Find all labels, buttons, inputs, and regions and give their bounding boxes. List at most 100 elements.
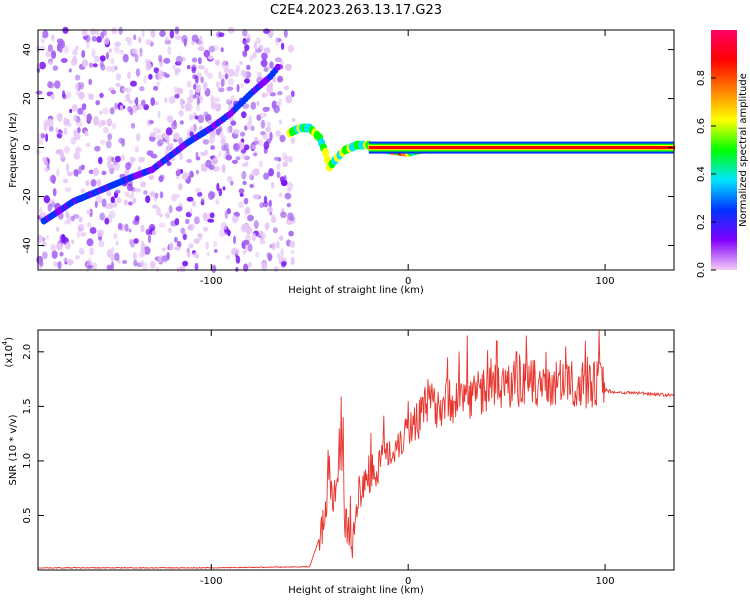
- noise-cell: [89, 247, 95, 256]
- colorbar-gradient: [711, 30, 737, 270]
- noise-cell: [203, 49, 210, 58]
- noise-cell: [63, 45, 70, 54]
- noise-cell: [266, 252, 271, 258]
- noise-cell: [41, 133, 45, 139]
- noise-cell: [76, 83, 80, 90]
- noise-cell: [60, 58, 68, 63]
- noise-cell: [193, 123, 197, 132]
- noise-cell: [114, 155, 121, 163]
- noise-cell: [179, 120, 184, 125]
- noise-cell: [206, 251, 210, 257]
- noise-cell: [269, 131, 273, 141]
- noise-cell: [66, 91, 72, 99]
- noise-cell: [257, 139, 263, 147]
- noise-cell: [100, 64, 106, 71]
- noise-cell: [194, 115, 199, 120]
- noise-cell: [130, 122, 136, 129]
- noise-cell: [149, 260, 156, 269]
- noise-cell: [70, 137, 77, 145]
- noise-cell: [69, 108, 73, 114]
- noise-cell: [70, 215, 75, 222]
- noise-cell: [195, 187, 201, 193]
- x-tick-label: 0: [405, 276, 411, 287]
- noise-cell: [132, 252, 137, 261]
- colorbar-tick-label: 0.8: [696, 70, 707, 86]
- noise-cell: [193, 112, 197, 117]
- noise-cell: [177, 137, 184, 145]
- noise-cell: [67, 217, 71, 225]
- noise-cell: [157, 139, 164, 147]
- noise-cell: [129, 156, 136, 162]
- noise-cell: [200, 76, 205, 84]
- spectrogram-x-axis: -100 0 100: [200, 30, 615, 287]
- noise-cell: [81, 50, 86, 58]
- noise-cell: [281, 261, 287, 266]
- noise-cell: [248, 174, 253, 179]
- noise-cell: [169, 29, 175, 39]
- noise-cell: [193, 238, 200, 245]
- noise-cell: [167, 46, 172, 55]
- noise-cell: [88, 169, 94, 174]
- noise-cell: [148, 234, 151, 244]
- noise-cell: [114, 102, 118, 110]
- noise-cell: [133, 238, 139, 244]
- y-tick-label: 40: [22, 43, 33, 56]
- noise-cell: [230, 120, 237, 126]
- noise-cell: [187, 95, 194, 104]
- noise-cell: [270, 181, 275, 189]
- noise-cell: [149, 132, 156, 138]
- noise-cell: [154, 101, 159, 106]
- noise-cell: [285, 95, 293, 104]
- y-tick-label: -20: [22, 188, 33, 204]
- noise-cell: [45, 235, 50, 240]
- noise-cell: [51, 250, 58, 259]
- noise-cell: [186, 196, 194, 202]
- snr-x-axis: -100 0 100: [200, 330, 615, 587]
- noise-cell: [77, 127, 81, 134]
- noise-cell: [207, 218, 215, 223]
- noise-cell: [60, 149, 64, 157]
- noise-cell: [210, 95, 215, 103]
- noise-cell: [157, 128, 161, 134]
- noise-cell: [197, 46, 205, 52]
- noise-cell: [52, 65, 59, 71]
- noise-cell: [159, 174, 165, 181]
- noise-cell: [159, 30, 166, 37]
- noise-cell: [186, 80, 192, 88]
- noise-cell: [129, 108, 133, 116]
- noise-cell: [192, 94, 197, 99]
- noise-cell: [279, 134, 286, 143]
- noise-cell: [203, 111, 209, 118]
- noise-cell: [213, 156, 218, 162]
- noise-cell: [247, 243, 253, 252]
- noise-cell: [252, 152, 258, 157]
- noise-cell: [124, 191, 130, 198]
- noise-cell: [128, 194, 133, 200]
- noise-cell: [92, 63, 98, 68]
- noise-cell: [85, 34, 91, 43]
- noise-cell: [128, 201, 133, 206]
- noise-cell: [205, 159, 212, 168]
- noise-cell: [173, 132, 180, 140]
- y-tick-label: 1.5: [22, 398, 33, 414]
- noise-cell: [234, 69, 239, 78]
- noise-cell: [211, 264, 217, 274]
- noise-cell: [236, 84, 240, 93]
- noise-cell: [78, 247, 85, 255]
- noise-cell: [289, 240, 296, 249]
- noise-cell: [141, 240, 145, 248]
- noise-cell: [145, 195, 151, 203]
- noise-cell: [191, 57, 198, 63]
- noise-cell: [53, 261, 58, 267]
- noise-cell: [89, 62, 93, 68]
- noise-cell: [233, 143, 241, 152]
- noise-cell: [63, 257, 68, 263]
- noise-cell: [88, 78, 92, 85]
- noise-cell: [122, 259, 128, 264]
- noise-cell: [136, 132, 141, 142]
- steady-band: [368, 146, 674, 150]
- colorbar-tick-label: 0.0: [696, 262, 707, 278]
- noise-cell: [242, 239, 250, 246]
- noise-cell: [246, 64, 251, 70]
- noise-cell: [252, 144, 257, 151]
